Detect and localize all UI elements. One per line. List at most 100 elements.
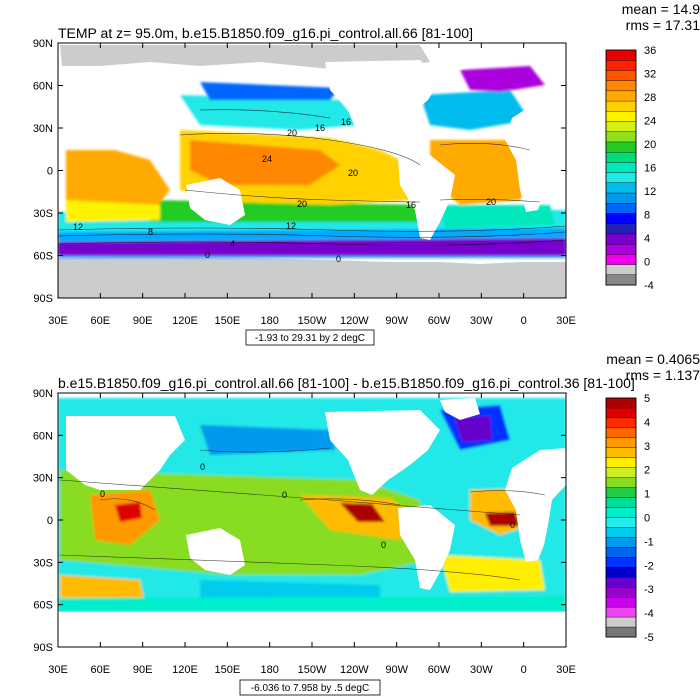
panel-1-title: TEMP at z= 95.0m, b.e15.B1850.f09_g16.pi… <box>58 25 473 41</box>
colorbar-swatch <box>605 547 637 558</box>
panel-2-contour-label: 0 <box>200 462 205 472</box>
panel-2-mean: mean = 0.4065 <box>606 351 700 367</box>
lat-tick-label: 0 <box>47 515 53 527</box>
colorbar-swatch <box>605 131 637 143</box>
panel-1-contour-label: 0 <box>205 250 210 260</box>
colorbar-label: 24 <box>644 116 656 128</box>
colorbar-swatch <box>605 172 637 184</box>
lon-tick-label: 60E <box>91 315 111 327</box>
panel-1-colorbar: 36 32 28 24 20 16 12 8 4 0 -4 <box>605 45 656 292</box>
lon-tick-label: 90E <box>133 664 153 676</box>
colorbar-label: -4 <box>644 280 654 292</box>
lon-tick-label: 30W <box>470 315 493 327</box>
lat-tick-label: 60S <box>33 600 53 612</box>
colorbar-label: 16 <box>644 163 656 175</box>
colorbar-swatch <box>605 90 637 102</box>
colorbar-label: 28 <box>644 92 656 104</box>
panel-2-lat-axis: 90N 60N 30N 0 30S 60S 90S <box>33 388 566 654</box>
panel-1-contour-label: 20 <box>287 128 297 138</box>
panel-2-land <box>58 398 566 647</box>
lat-tick-label: 30S <box>33 557 53 569</box>
panel-1-land <box>66 48 566 240</box>
lon-tick-label: 150E <box>214 315 240 327</box>
lat-tick-label: 60N <box>33 81 53 93</box>
lon-tick-label: 60E <box>91 664 111 676</box>
panel-1-contour-label: 12 <box>73 222 83 232</box>
panel-2-east-pacific-hot <box>340 503 385 522</box>
colorbar-label: 2 <box>644 465 650 477</box>
panel-2-range-box <box>239 679 381 696</box>
panel-1: TEMP at z= 95.0m, b.e15.B1850.f09_g16.pi… <box>33 1 700 346</box>
lon-tick-label: 120W <box>340 315 369 327</box>
colorbar-swatch <box>605 213 637 225</box>
lon-tick-label: 0 <box>521 315 527 327</box>
colorbar-swatch <box>605 417 637 429</box>
panel-2-title: b.e15.B1850.f09_g16.pi_control.all.66 [8… <box>58 375 635 391</box>
colorbar-swatch <box>605 151 637 163</box>
panel-1-labrador-sea <box>460 66 545 92</box>
panel-2: b.e15.B1850.f09_g16.pi_control.all.66 [8… <box>33 351 700 696</box>
colorbar-swatch <box>605 517 637 528</box>
panel-2-lon-axis: 30E 60E 90E 120E 150E 180 150W 120W 90W 60W 30W 0 30… <box>48 393 576 676</box>
panel-1-contour-label: 8 <box>148 227 153 237</box>
panel-2-south-america <box>398 505 455 590</box>
panel-1-contour-label: 20 <box>348 168 358 178</box>
panel-2-south-atlantic <box>440 555 545 592</box>
lat-tick-label: 0 <box>47 166 53 178</box>
panel-2-range-note: -6.036 to 7.958 by .5 degC <box>251 683 369 694</box>
panel-1-contour-label: 16 <box>341 117 351 127</box>
panel-1-contour-label: 16 <box>406 200 416 210</box>
colorbar-swatch <box>605 274 637 286</box>
colorbar-swatch <box>605 162 637 174</box>
panel-1-temperature-field <box>58 66 566 258</box>
lat-tick-label: 30S <box>33 208 53 220</box>
panel-1-rms: rms = 17.31 <box>626 17 700 33</box>
panel-1-south-america <box>398 155 455 240</box>
colorbar-swatch <box>605 203 637 214</box>
panel-1-pacific-core <box>190 140 340 185</box>
colorbar-label: 0 <box>644 257 650 269</box>
colorbar-swatch <box>605 587 637 598</box>
colorbar-label: -1 <box>644 536 654 548</box>
lat-tick-label: 30N <box>33 123 53 135</box>
panel-2-greenland <box>440 398 480 420</box>
colorbar-swatch <box>605 527 637 538</box>
colorbar-swatch <box>605 264 637 276</box>
panel-2-contour-label: 0 <box>381 540 386 550</box>
colorbar-swatch <box>605 407 637 419</box>
colorbar-swatch <box>605 100 637 112</box>
panel-2-africa <box>505 448 566 562</box>
panel-1-atlantic-tropical <box>430 140 540 205</box>
colorbar-swatch <box>605 427 637 439</box>
colorbar-swatch <box>605 192 637 204</box>
panel-2-contour-labels: 0 0 0 0 0 <box>100 462 515 550</box>
panel-1-contours <box>58 109 566 246</box>
colorbar-swatch <box>605 70 637 82</box>
panel-1-contour-labels: 24 20 20 16 20 16 20 12 8 12 4 0 0 16 <box>73 117 496 264</box>
colorbar-label: 4 <box>644 417 650 429</box>
lon-tick-label: 30E <box>48 315 68 327</box>
panel-1-contour-label: 24 <box>262 154 272 164</box>
lon-tick-label: 180 <box>260 664 278 676</box>
panel-2-contour-label: 0 <box>282 490 287 500</box>
panel-1-southern-ring <box>58 238 566 256</box>
lon-tick-label: 120E <box>172 664 198 676</box>
panel-1-north-america <box>325 60 440 145</box>
colorbar-swatch <box>605 447 637 459</box>
panel-1-contour-label: 20 <box>297 199 307 209</box>
colorbar-swatch <box>605 80 637 92</box>
colorbar-swatch <box>605 507 637 518</box>
colorbar-outline <box>605 397 637 638</box>
panel-2-asia <box>66 416 185 490</box>
lon-tick-label: 90W <box>385 664 408 676</box>
colorbar-label: 4 <box>644 233 650 245</box>
colorbar-label: -5 <box>644 632 654 644</box>
panel-1-atlantic-north <box>420 90 530 130</box>
panel-1-contour-label: 12 <box>286 221 296 231</box>
lon-tick-label: 90E <box>133 315 153 327</box>
lon-tick-label: 0 <box>521 664 527 676</box>
colorbar-label: 36 <box>644 45 656 57</box>
lon-tick-label: 180 <box>260 315 278 327</box>
panel-2-north-atlantic-violet <box>455 416 492 442</box>
panel-1-contour-label: 0 <box>336 254 341 264</box>
